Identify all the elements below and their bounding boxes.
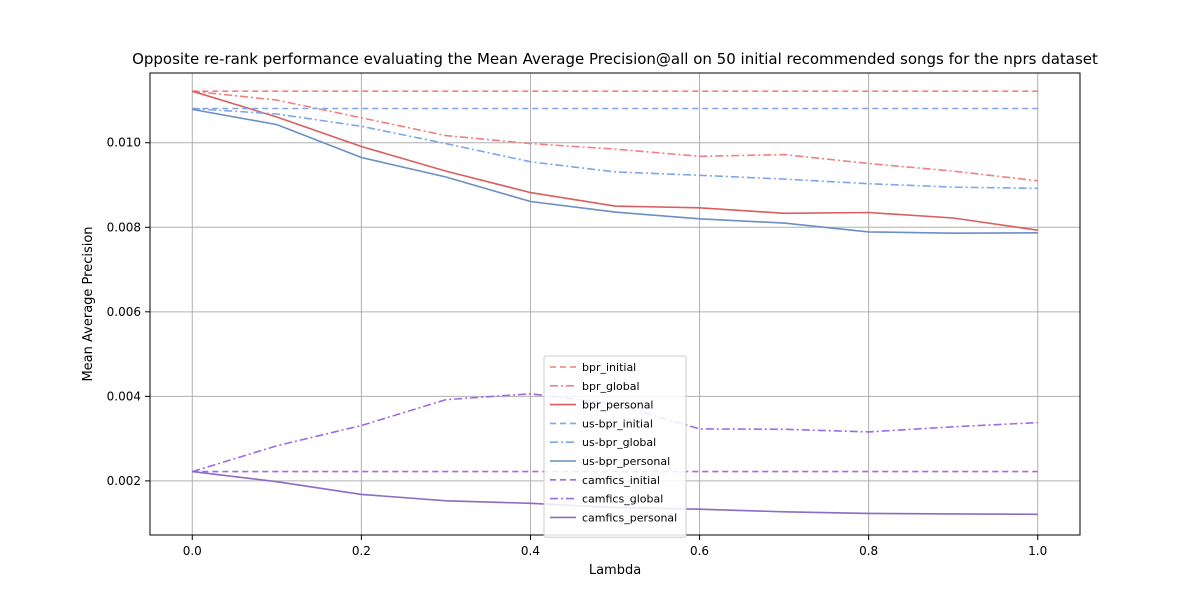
y-axis-ticks: 0.002 0.004 0.006 0.008 0.010 [107,136,150,488]
x-tick-label: 0.0 [183,544,202,558]
x-axis-label: Lambda [589,563,641,578]
legend-label-bpr_global: bpr_global [582,380,640,393]
x-axis-ticks: 0.0 0.2 0.4 0.6 0.8 1.0 [183,535,1047,558]
legend-label-camfics_global: camfics_global [582,493,663,506]
series-line-bpr_personal [192,90,1038,231]
legend-label-us-bpr_global: us-bpr_global [582,436,656,449]
legend-label-camfics_initial: camfics_initial [582,474,660,487]
y-tick-label: 0.010 [107,136,141,150]
legend-label-bpr_personal: bpr_personal [582,399,654,412]
legend-box [543,355,687,538]
x-tick-label: 1.0 [1028,544,1047,558]
legend-label-us-bpr_initial: us-bpr_initial [582,417,653,430]
legend-label-us-bpr_personal: us-bpr_personal [582,455,670,468]
series-line-bpr_global [192,90,1038,182]
x-tick-label: 0.8 [859,544,878,558]
y-tick-label: 0.008 [107,220,141,234]
x-tick-label: 0.2 [352,544,371,558]
legend-label-bpr_initial: bpr_initial [582,361,636,374]
chart-title: Opposite re-rank performance evaluating … [132,50,1098,68]
legend-label-camfics_personal: camfics_personal [582,511,677,524]
y-tick-label: 0.006 [107,305,141,319]
legend: bpr_initial bpr_global bpr_personal us-bpr_… [543,355,687,538]
x-tick-label: 0.6 [690,544,709,558]
y-tick-label: 0.002 [107,474,141,488]
y-tick-label: 0.004 [107,389,141,403]
x-tick-label: 0.4 [521,544,540,558]
y-axis-label: Mean Average Precision [81,226,96,381]
series-line-us-bpr_personal [192,108,1038,235]
grid [150,73,1080,535]
series-line-us-bpr_global [192,107,1038,190]
